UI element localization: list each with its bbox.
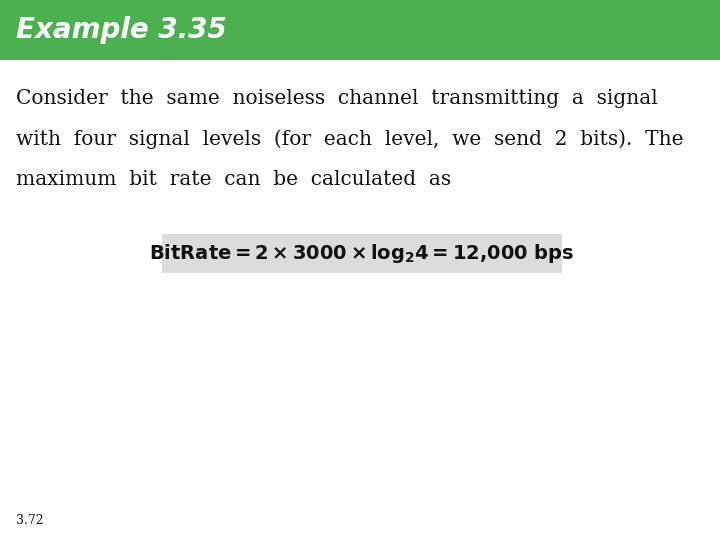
- Text: maximum  bit  rate  can  be  calculated  as: maximum bit rate can be calculated as: [16, 170, 451, 189]
- Bar: [0, 0, 720, 60]
- Text: Consider  the  same  noiseless  channel  transmitting  a  signal: Consider the same noiseless channel tran…: [16, 89, 657, 108]
- Text: 3.72: 3.72: [16, 514, 43, 526]
- Bar: [162, 234, 562, 273]
- Text: with  four  signal  levels  (for  each  level,  we  send  2  bits).  The: with four signal levels (for each level,…: [16, 130, 683, 149]
- Text: Example 3.35: Example 3.35: [16, 16, 227, 44]
- Text: $\mathbf{BitRate = 2 \times 3000 \times log_24 = 12{,}000\ bps}$: $\mathbf{BitRate = 2 \times 3000 \times …: [149, 242, 575, 265]
